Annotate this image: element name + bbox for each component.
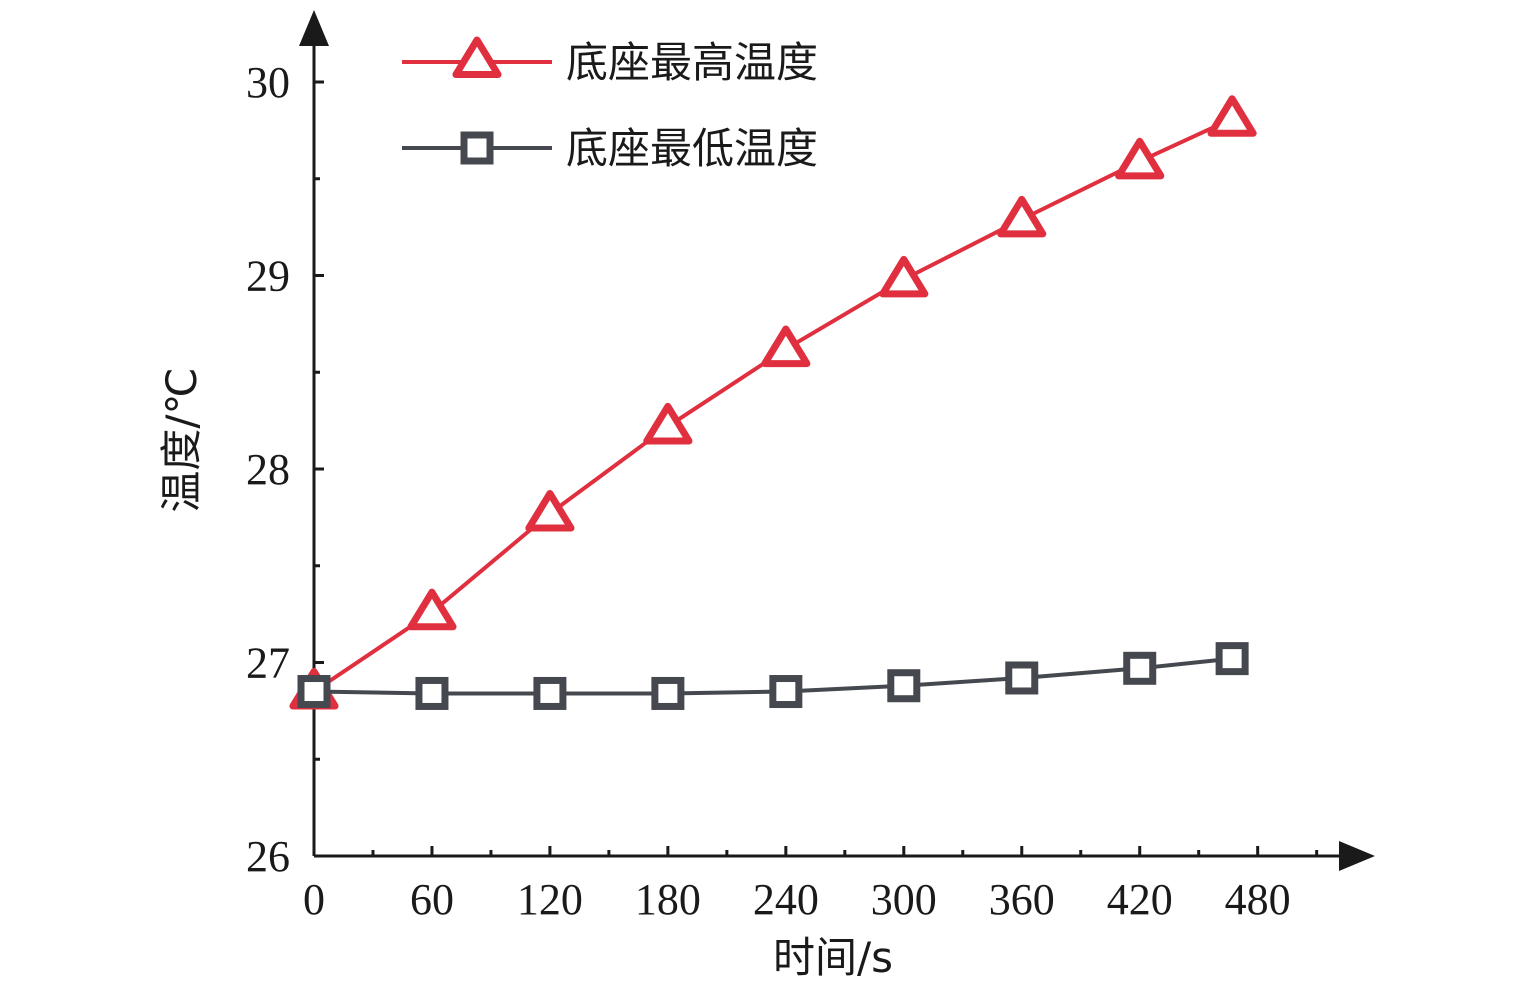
series-max-temperature [289,95,1257,710]
series-line [312,116,1233,694]
x-tick-label: 120 [517,875,583,924]
series-layer [289,95,1257,710]
y-tick-label: 28 [246,445,290,494]
y-axis-arrow [299,10,329,46]
x-axis-ticks: 0 60 120 180 240 300 360 420 480 [303,846,1319,924]
x-tick-label: 0 [303,875,325,924]
square-marker [415,676,449,710]
x-tick-label: 480 [1225,875,1291,924]
triangle-marker [879,255,929,298]
square-marker [1005,661,1039,695]
legend-item-min-temperature: 底座最低温度 [402,124,818,173]
x-tick-label: 300 [871,875,937,924]
triangle-marker [761,325,811,368]
legend-triangle-marker [452,36,502,79]
square-marker [769,675,803,709]
triangle-marker [525,489,575,532]
y-tick-label: 26 [246,832,290,881]
square-marker [887,669,921,703]
triangle-marker [643,402,693,445]
x-axis-arrow [1339,841,1375,871]
x-axis-title: 时间/s [773,933,893,982]
triangle-marker [1115,137,1165,180]
square-marker [651,676,685,710]
x-tick-label: 420 [1107,875,1173,924]
legend-label: 底座最低温度 [566,124,818,173]
series-min-temperature [297,642,1249,710]
x-tick-label: 180 [635,875,701,924]
y-tick-label: 29 [246,252,290,301]
x-tick-label: 240 [753,875,819,924]
triangle-marker [1207,95,1257,137]
y-axis-title: 温度/℃ [157,367,206,512]
x-tick-label: 60 [410,875,454,924]
square-marker [1123,651,1157,685]
triangle-marker [407,588,457,631]
legend-label: 底座最高温度 [566,38,818,87]
legend-item-max-temperature: 底座最高温度 [402,36,818,87]
square-marker [297,675,331,709]
y-tick-label: 30 [246,58,290,107]
x-tick-label: 360 [989,875,1055,924]
square-marker [1215,642,1249,676]
axes [299,10,1375,871]
square-marker [533,676,567,710]
legend-square-marker [460,131,494,165]
triangle-marker [997,195,1047,238]
y-tick-label: 27 [246,639,290,688]
y-axis-ticks: 26 27 28 29 30 [246,58,324,881]
